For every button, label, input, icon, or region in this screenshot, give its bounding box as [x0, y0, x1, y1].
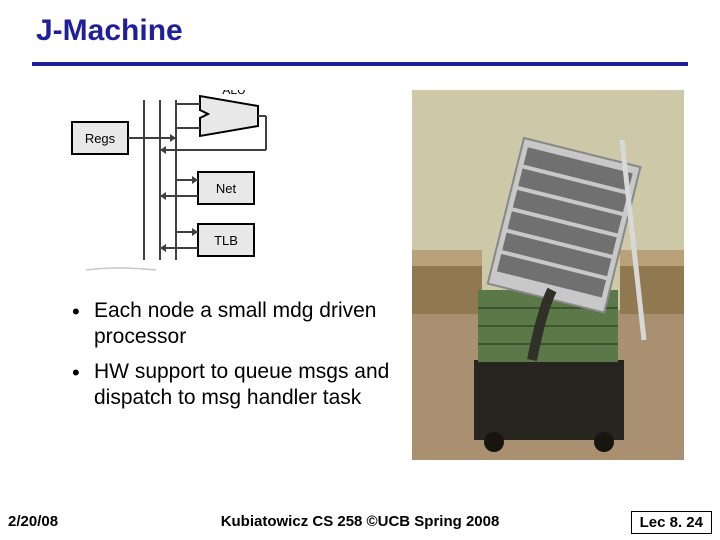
footer-lecture-number: Lec 8. 24 — [631, 511, 712, 534]
block-label-tlb: TLB — [214, 233, 238, 248]
block-label-regs: Regs — [85, 131, 116, 146]
title-underline — [32, 62, 688, 66]
slide: J-Machine Regs ALU — [0, 0, 720, 540]
bullet-list: Each node a small mdg driven processor H… — [72, 298, 402, 419]
block-label-net: Net — [216, 181, 237, 196]
slide-title: J-Machine — [36, 14, 183, 48]
footer-center: Kubiatowicz CS 258 ©UCB Spring 2008 — [0, 513, 720, 530]
bullet-item: HW support to queue msgs and dispatch to… — [72, 359, 402, 412]
machine-photo — [412, 90, 684, 460]
block-alu: ALU — [200, 90, 258, 136]
svg-text:ALU: ALU — [222, 90, 245, 97]
block-diagram: Regs ALU Net T — [66, 90, 278, 280]
bullet-item: Each node a small mdg driven processor — [72, 298, 402, 351]
